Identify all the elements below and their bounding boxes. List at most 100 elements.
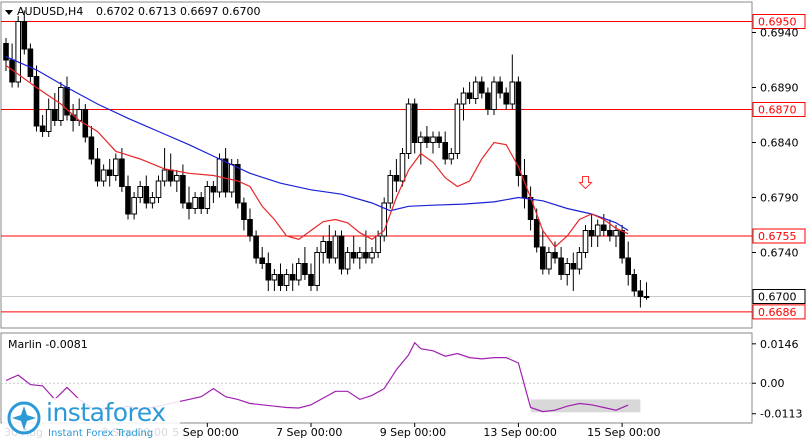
level-label: 0.6755: [758, 230, 797, 243]
candle-body: [485, 92, 491, 110]
candle-body: [369, 252, 375, 259]
candle-body: [113, 158, 119, 176]
candle-body: [430, 136, 436, 143]
time-tick-label: 15 Sep 00:00: [587, 426, 660, 439]
candle-body: [186, 202, 192, 209]
candle-body: [466, 92, 473, 99]
candle-body: [88, 136, 95, 160]
candle-body: [607, 230, 613, 237]
candle-body: [350, 252, 357, 259]
candle-body: [94, 158, 101, 182]
candle-body: [509, 81, 516, 105]
candle-body: [320, 241, 326, 253]
candle-body: [637, 290, 644, 297]
annotations: [578, 176, 593, 190]
candle-body: [241, 202, 247, 220]
candle-body: [247, 219, 253, 237]
candle-body: [357, 252, 363, 259]
candle-body: [546, 252, 552, 270]
candle-body: [131, 197, 137, 215]
indicator-tick-label: 0.0146: [760, 338, 799, 351]
candle-body: [564, 263, 571, 275]
candle-body: [613, 230, 619, 237]
candle-body: [228, 164, 235, 193]
time-tick-label: 7 Sep 00:00: [276, 426, 342, 439]
candle-body: [619, 230, 625, 259]
logo-mark-icon: [7, 401, 41, 435]
current-price-label: 0.6700: [758, 291, 797, 304]
candle-body: [442, 142, 448, 160]
candle-body: [454, 103, 461, 154]
time-tick-label: 5 Sep 00:00: [172, 426, 238, 439]
candle-body: [45, 109, 52, 132]
candle-body: [289, 274, 296, 281]
level-label: 0.6686: [758, 306, 797, 319]
time-tick-label: 13 Sep 00:00: [483, 426, 556, 439]
candle-body: [338, 235, 345, 270]
candle-body: [533, 219, 540, 248]
candle-body: [515, 81, 522, 176]
down-arrow-icon: [578, 176, 593, 190]
candle-body: [424, 136, 430, 143]
candle-body: [558, 257, 564, 275]
candle-body: [259, 257, 265, 264]
candle-body: [497, 81, 503, 94]
candle-body: [204, 186, 211, 209]
candle-body: [161, 169, 168, 182]
indicator-tick-label: 0.00: [760, 377, 785, 390]
candle-body: [33, 76, 40, 127]
candle-body: [155, 180, 162, 198]
level-label: 0.6950: [758, 16, 797, 29]
candle-body: [448, 153, 455, 160]
symbol-label: AUDUSD,H4: [17, 5, 83, 18]
logo-tagline: Instant Forex Trading: [48, 428, 154, 439]
candle-body: [631, 274, 638, 292]
candle-body: [253, 235, 259, 259]
candle-body: [174, 175, 180, 182]
price-tick-label: 0.6840: [760, 137, 799, 150]
price-tick-label: 0.6940: [760, 27, 799, 40]
candle-body: [3, 43, 9, 61]
candle-body: [503, 92, 509, 105]
candle-body: [594, 224, 601, 237]
candle-body: [393, 175, 400, 182]
price-axis: 0.6940 0.6890 0.6840 0.6790 0.6740: [752, 27, 799, 260]
candle-body: [344, 252, 351, 270]
horizontal-levels: 0.6950 0.6870 0.6755 0.6686 0.6700: [1, 14, 806, 320]
candle-body: [302, 263, 308, 275]
price-tick-label: 0.6890: [760, 82, 799, 95]
candle-body: [265, 263, 272, 281]
candle-body: [576, 252, 583, 270]
current-price-tag: [752, 289, 806, 304]
moving-averages: [5, 56, 629, 248]
candle-body: [21, 21, 28, 50]
candle-body: [277, 274, 284, 286]
candle-body: [588, 230, 595, 237]
candle-body: [326, 241, 333, 259]
ma-slow-line: [5, 56, 629, 232]
candle-body: [27, 48, 34, 77]
candle-body: [411, 103, 418, 143]
candle-body: [643, 296, 650, 298]
candle-body: [125, 186, 131, 215]
candle-body: [381, 202, 387, 237]
symbol-dropdown-icon[interactable]: [5, 10, 13, 15]
candle-body: [52, 109, 58, 121]
candle-body: [192, 197, 198, 209]
candle-body: [405, 103, 412, 154]
candle-body: [460, 92, 467, 105]
ohlc-values: 0.6702 0.6713 0.6697 0.6700: [96, 5, 260, 18]
candle-body: [137, 186, 143, 198]
candle-body: [479, 81, 485, 94]
candle-body: [375, 235, 381, 253]
candle-body: [332, 235, 339, 259]
candle-body: [149, 197, 156, 204]
candle-body: [582, 230, 589, 253]
candle-body: [210, 186, 217, 193]
level-label: 0.6870: [758, 104, 797, 117]
logo-name: instaforex: [46, 398, 166, 427]
level-tag: [752, 14, 806, 29]
candle-body: [198, 197, 204, 209]
level-tag: [752, 304, 806, 320]
